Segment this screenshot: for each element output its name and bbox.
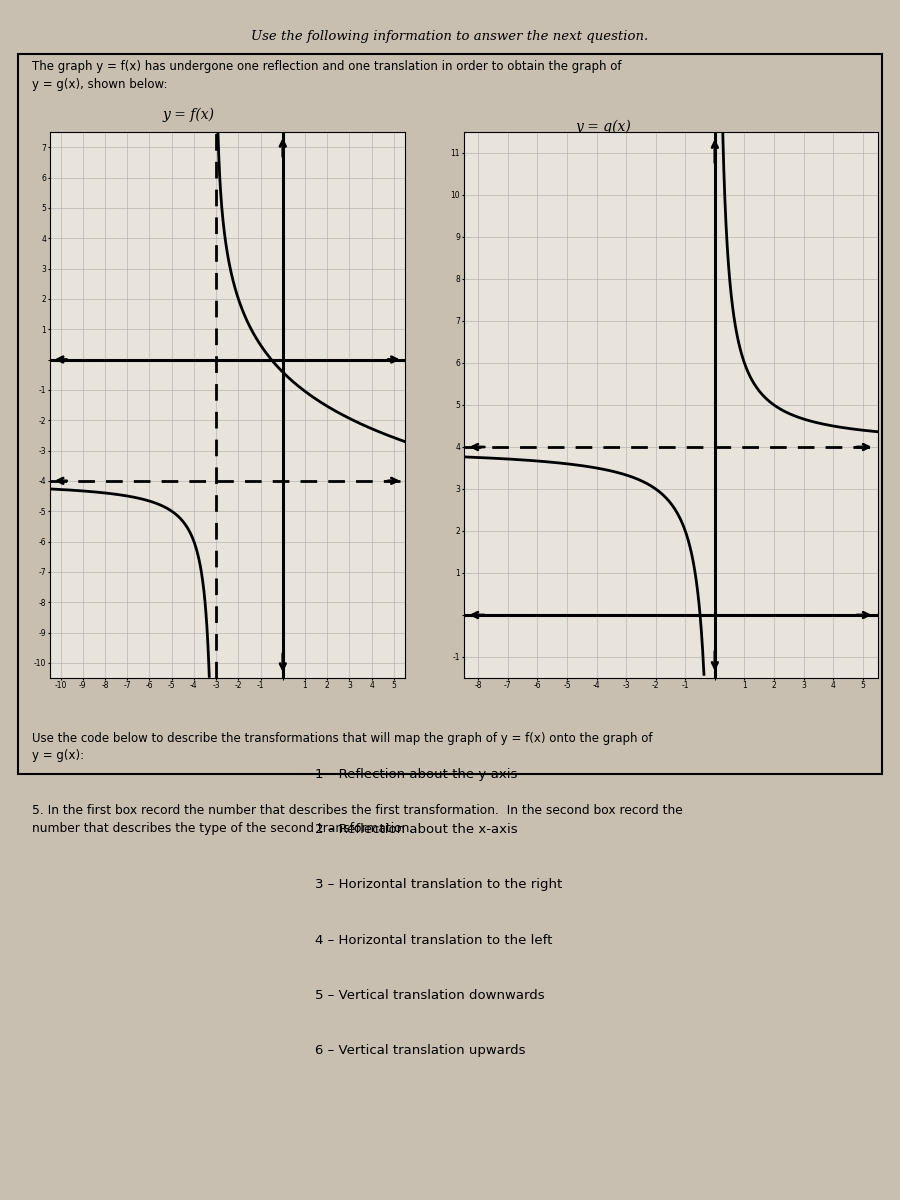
Text: y = g(x): y = g(x) (575, 120, 631, 134)
Text: 5 – Vertical translation downwards: 5 – Vertical translation downwards (315, 989, 544, 1002)
Text: y = g(x), shown below:: y = g(x), shown below: (32, 78, 167, 91)
Text: y = g(x):: y = g(x): (32, 749, 84, 762)
Text: The graph y = f(x) has undergone one reflection and one translation in order to : The graph y = f(x) has undergone one ref… (32, 60, 621, 73)
Text: Use the code below to describe the transformations that will map the graph of y : Use the code below to describe the trans… (32, 732, 652, 745)
Text: 6 – Vertical translation upwards: 6 – Vertical translation upwards (315, 1044, 526, 1057)
Text: number that describes the type of the second transformation.: number that describes the type of the se… (32, 822, 413, 835)
Text: 3 – Horizontal translation to the right: 3 – Horizontal translation to the right (315, 878, 562, 892)
Text: 1 – Reflection about the y-axis: 1 – Reflection about the y-axis (315, 768, 518, 781)
Text: y = f(x): y = f(x) (163, 108, 215, 122)
Bar (18, 54, 882, 774)
Text: 5. In the first box record the number that describes the first transformation.  : 5. In the first box record the number th… (32, 804, 682, 817)
Text: 4 – Horizontal translation to the left: 4 – Horizontal translation to the left (315, 934, 553, 947)
Text: Use the following information to answer the next question.: Use the following information to answer … (251, 30, 649, 43)
Text: 2 – Reflection about the x-axis: 2 – Reflection about the x-axis (315, 823, 518, 836)
